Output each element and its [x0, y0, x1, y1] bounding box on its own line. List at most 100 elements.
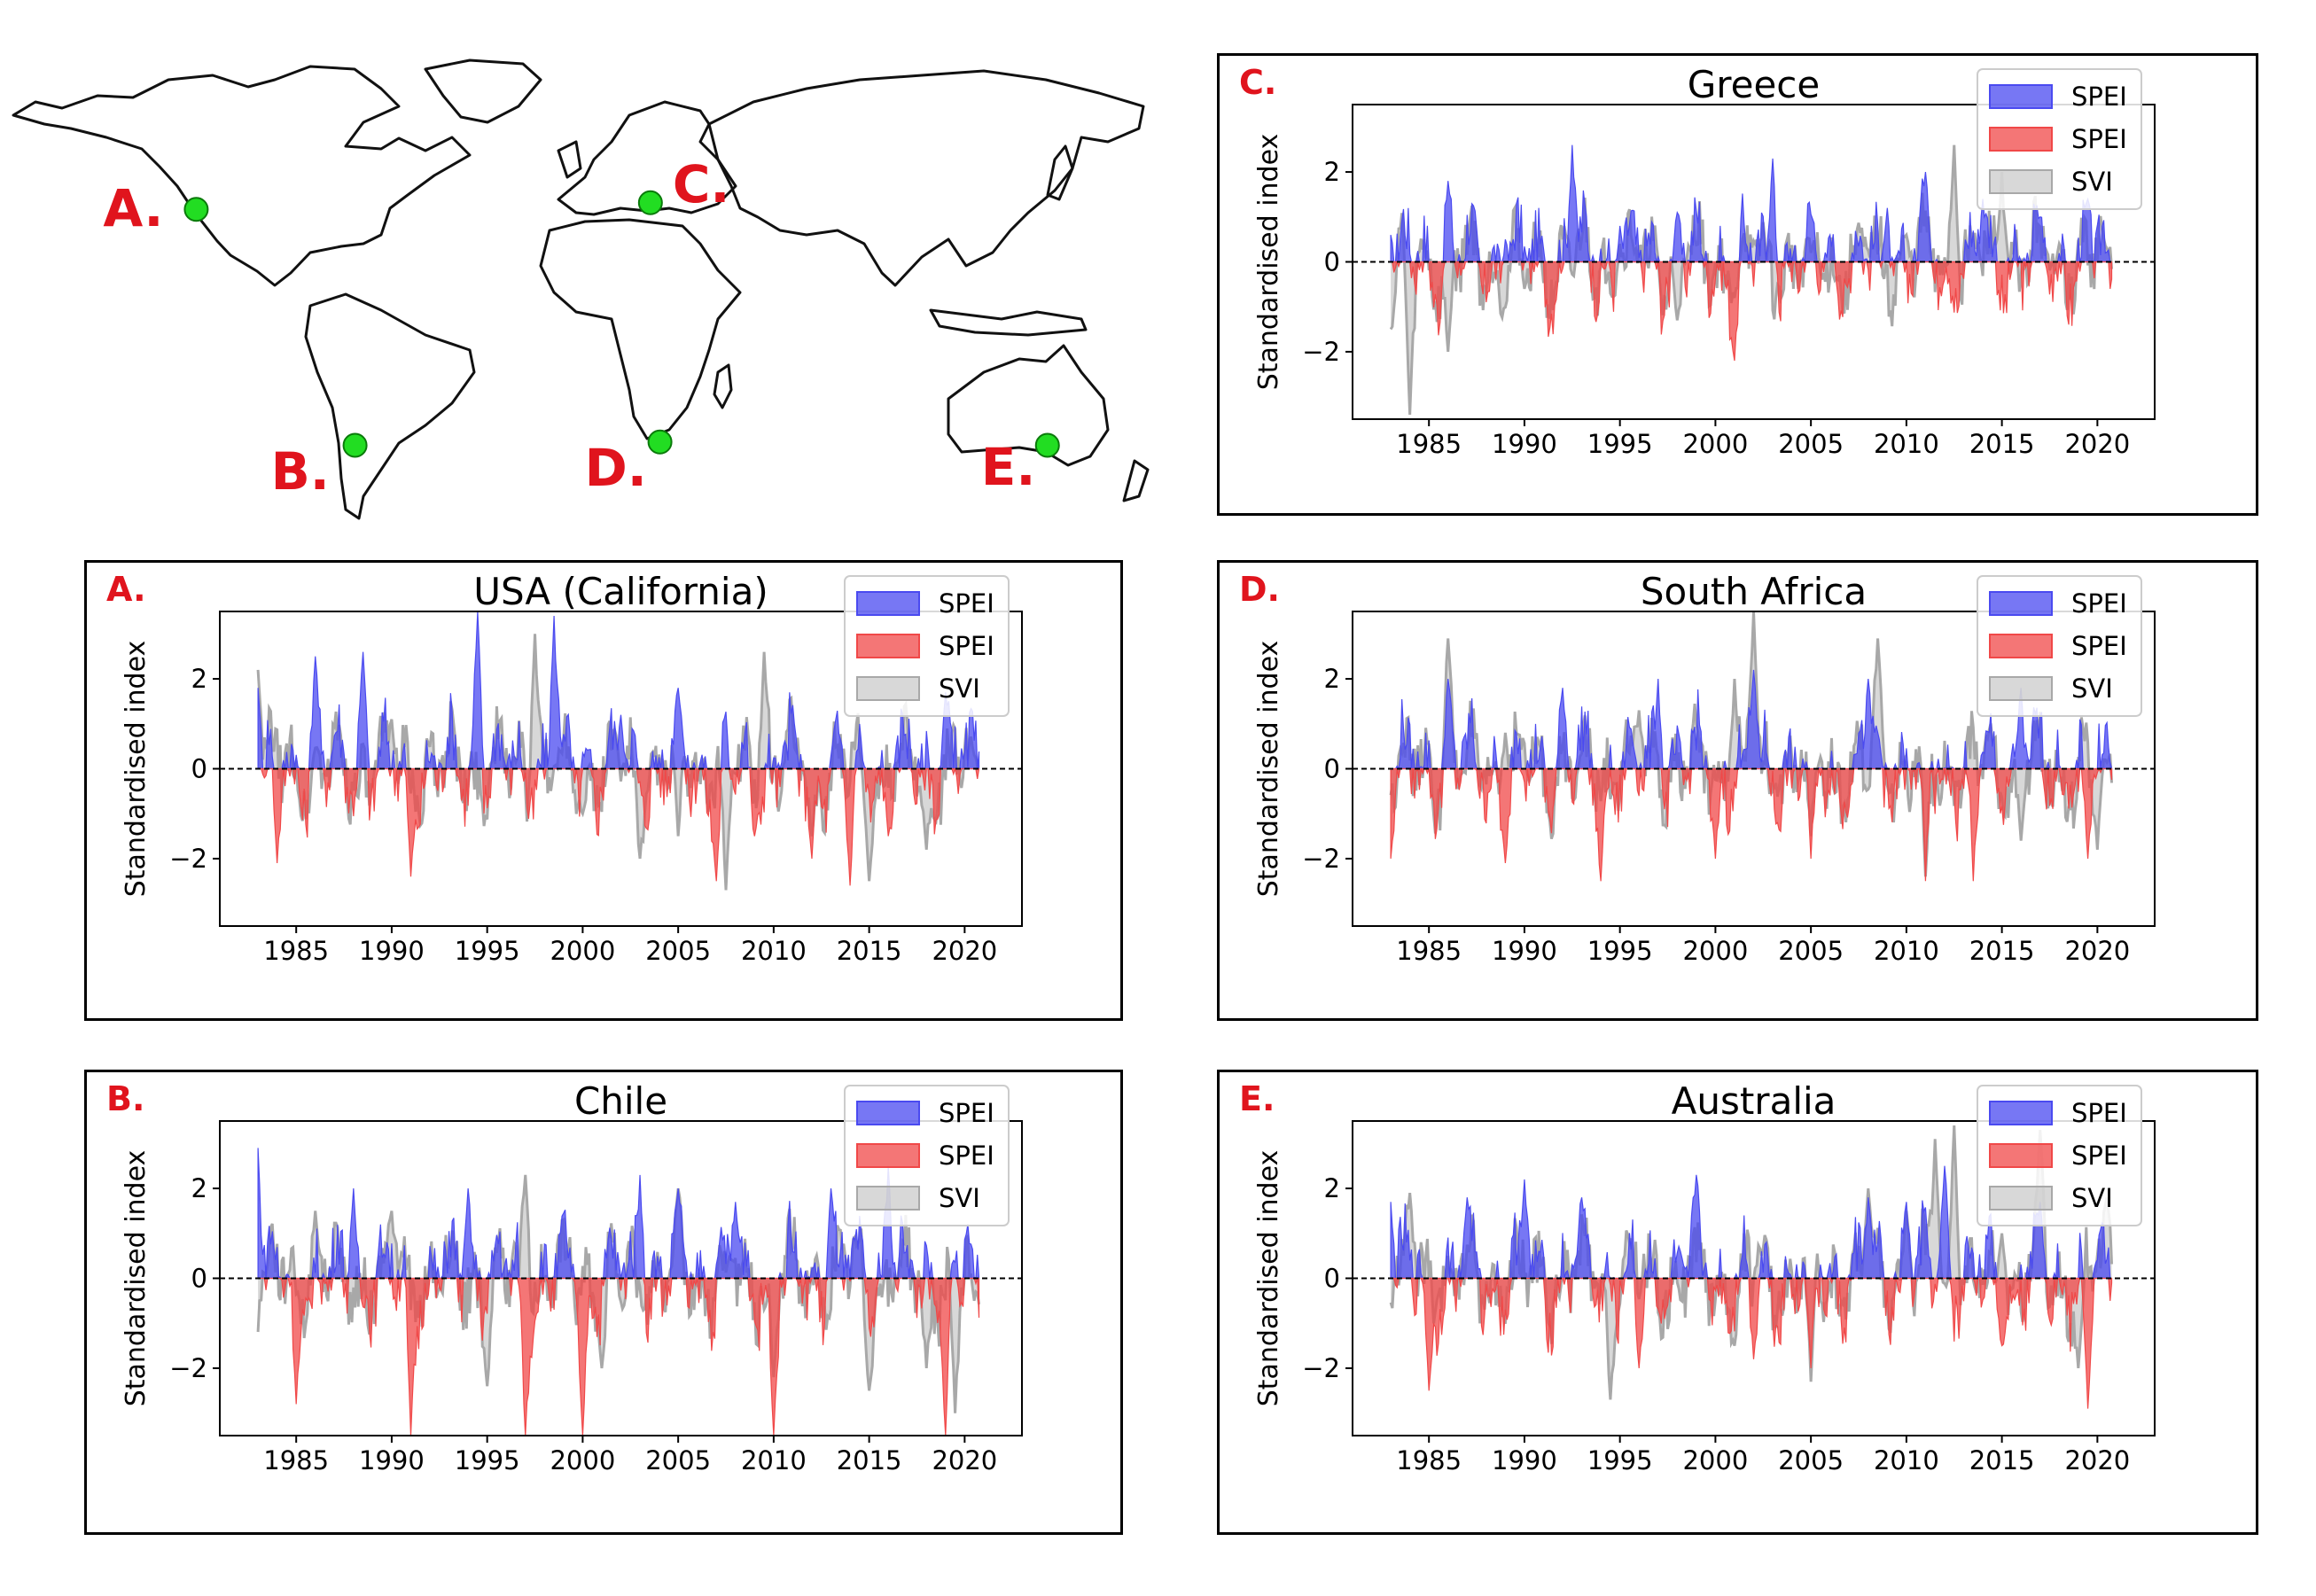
chart-usa-california: 1985 1990 1995 2000 2005 2010 2015 2020 −2 0 2 Stan…: [121, 570, 1023, 966]
continent-outlines: [12, 58, 1150, 520]
chart-title: Greece: [1688, 63, 1821, 106]
legend-label: SPEI: [939, 588, 994, 619]
y-axis-label: Standardised index: [1253, 641, 1284, 898]
x-tick-label: 1985: [1396, 936, 1462, 966]
map-label-c: C.: [672, 153, 730, 214]
y-tick-label: 2: [191, 664, 207, 694]
legend: SPEI SPEI SVI: [1977, 1085, 2142, 1226]
north-america-outline: [12, 65, 472, 287]
chart-title: USA (California): [473, 570, 768, 613]
indonesia-outline: [929, 308, 1088, 337]
x-tick-label: 2000: [1682, 1445, 1748, 1475]
legend-swatch: [856, 1101, 920, 1125]
chart-greece: 1985 1990 1995 2000 2005 2010 2015 2020 −2 0 2 Stan…: [1253, 63, 2156, 459]
y-tick-label: 2: [191, 1173, 207, 1203]
legend-label: SPEI: [939, 1098, 994, 1128]
x-tick-label: 2010: [1874, 429, 1939, 459]
x-tick-label: 1995: [1587, 936, 1653, 966]
x-tick-label: 1995: [1587, 429, 1653, 459]
x-tick-label: 2000: [1682, 936, 1748, 966]
legend-swatch: [1989, 84, 2053, 109]
x-tick-label: 2000: [550, 936, 615, 966]
x-tick-label: 2005: [645, 1445, 711, 1475]
legend-swatch: [1989, 1101, 2053, 1125]
spei-positive-area: [1390, 144, 2112, 264]
legend-swatch: [1989, 634, 2053, 658]
map-label-e: E.: [980, 436, 1036, 497]
y-tick-label: 0: [1324, 247, 1340, 277]
y-tick-label: −2: [1302, 844, 1340, 874]
x-tick-label: 2000: [550, 1445, 615, 1475]
x-tick-label: 2015: [1969, 1445, 2035, 1475]
map-label-d: D.: [584, 437, 647, 498]
site-marker-d: [647, 429, 673, 455]
legend-label: SVI: [2071, 167, 2113, 197]
legend: SPEI SPEI SVI: [1977, 68, 2142, 210]
y-tick-label: 2: [1324, 157, 1340, 187]
x-tick-label: 2005: [1778, 429, 1844, 459]
y-tick-label: −2: [169, 844, 207, 874]
legend-label: SVI: [939, 673, 980, 704]
chart-title: Chile: [574, 1079, 667, 1123]
chart-australia: 1985 1990 1995 2000 2005 2010 2015 2020 −2 0 2 Stan…: [1253, 1079, 2156, 1475]
x-tick-label: 2015: [1969, 429, 2035, 459]
plot-area: [1389, 144, 2114, 415]
y-axis-label: Standardised index: [1253, 1150, 1284, 1407]
x-tick-label: 2005: [1778, 1445, 1844, 1475]
x-tick-label: 1995: [1587, 1445, 1653, 1475]
y-axis-label: Standardised index: [121, 1150, 152, 1407]
x-tick-label: 1985: [263, 936, 329, 966]
legend-label: SVI: [939, 1183, 980, 1213]
legend: SPEI SPEI SVI: [844, 1085, 1010, 1226]
x-tick-label: 2005: [1778, 936, 1844, 966]
asia-outline: [707, 69, 1145, 287]
map-label-b: B.: [270, 440, 330, 502]
legend-label: SPEI: [2071, 631, 2127, 661]
x-tick-label: 1990: [1492, 429, 1557, 459]
chart-title: South Africa: [1641, 570, 1867, 613]
japan-outline: [1046, 144, 1074, 201]
australia-outline: [947, 344, 1110, 467]
x-tick-label: 2015: [837, 1445, 902, 1475]
legend-label: SPEI: [939, 1141, 994, 1171]
legend-label: SPEI: [2071, 588, 2127, 619]
legend-label: SPEI: [939, 631, 994, 661]
x-tick-label: 2020: [932, 936, 997, 966]
panel-south-africa: D. 1985 1990 1995 2000 2005 2010 2015 2020 −2 0 2 St…: [1217, 560, 2258, 1021]
x-tick-label: 2010: [741, 936, 807, 966]
legend-swatch: [856, 591, 920, 616]
legend-swatch: [1989, 676, 2053, 701]
legend-label: SPEI: [2071, 1098, 2127, 1128]
new-zealand-outline: [1122, 459, 1150, 502]
x-tick-label: 2020: [2064, 936, 2130, 966]
y-tick-label: 2: [1324, 1173, 1340, 1203]
x-tick-label: 2010: [741, 1445, 807, 1475]
spei-positive-area: [1391, 669, 2113, 771]
site-markers: [183, 190, 1060, 458]
panel-usa-california: A. 1985 1990 1995 2000 2005 2010 2015 2020 −2 0 2 St…: [84, 560, 1123, 1021]
chart-title: Australia: [1672, 1079, 1836, 1123]
spei-negative-area: [1390, 767, 2113, 882]
legend-swatch: [1989, 1186, 2053, 1211]
panel-letter: A.: [106, 570, 146, 609]
legend-swatch: [1989, 169, 2053, 194]
y-tick-label: 0: [1324, 1264, 1340, 1294]
y-axis-label: Standardised index: [1253, 134, 1284, 391]
x-tick-label: 1985: [263, 1445, 329, 1475]
y-axis-label: Standardised index: [121, 641, 152, 898]
y-tick-label: 0: [1324, 754, 1340, 784]
y-tick-label: 0: [191, 754, 207, 784]
world-map: [12, 58, 1150, 520]
x-tick-label: 1990: [1492, 936, 1557, 966]
x-tick-label: 2010: [1874, 1445, 1939, 1475]
map-label-a: A.: [103, 178, 164, 239]
chart-south-africa: 1985 1990 1995 2000 2005 2010 2015 2020 −2 0 2 Stan…: [1253, 570, 2156, 966]
legend-swatch: [856, 1186, 920, 1211]
y-tick-label: 2: [1324, 664, 1340, 694]
legend-label: SPEI: [2071, 82, 2127, 112]
x-tick-label: 1990: [359, 1445, 425, 1475]
legend-swatch: [1989, 591, 2053, 616]
legend-label: SPEI: [2071, 124, 2127, 154]
x-tick-label: 1995: [455, 1445, 520, 1475]
panel-letter: E.: [1239, 1079, 1275, 1118]
